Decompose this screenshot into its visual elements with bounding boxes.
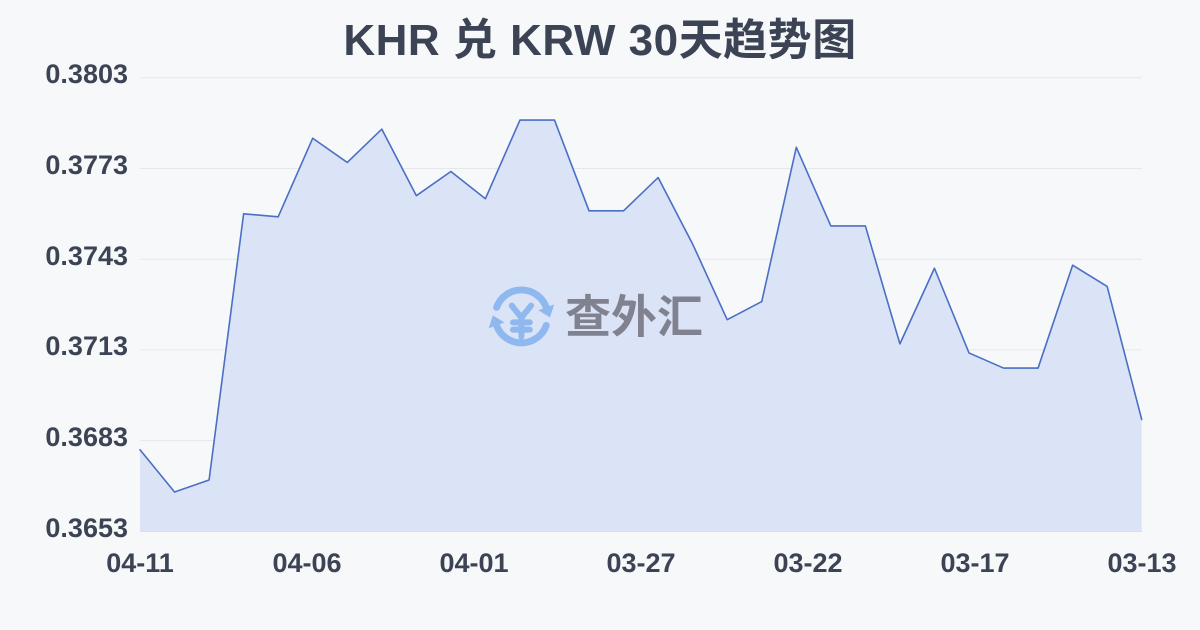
svg-text:04-01: 04-01 [439, 548, 508, 578]
svg-text:0.3803: 0.3803 [45, 59, 128, 89]
svg-text:03-13: 03-13 [1107, 548, 1176, 578]
svg-text:0.3653: 0.3653 [45, 513, 128, 543]
svg-text:03-22: 03-22 [773, 548, 842, 578]
svg-text:查外汇: 查外汇 [565, 291, 703, 343]
svg-text:0.3713: 0.3713 [45, 331, 128, 361]
svg-text:0.3773: 0.3773 [45, 150, 128, 180]
svg-text:03-17: 03-17 [940, 548, 1009, 578]
svg-text:0.3683: 0.3683 [45, 422, 128, 452]
svg-text:0.3743: 0.3743 [45, 241, 128, 271]
svg-text:04-11: 04-11 [106, 548, 174, 578]
svg-text:04-06: 04-06 [272, 548, 341, 578]
svg-text:03-27: 03-27 [606, 548, 675, 578]
